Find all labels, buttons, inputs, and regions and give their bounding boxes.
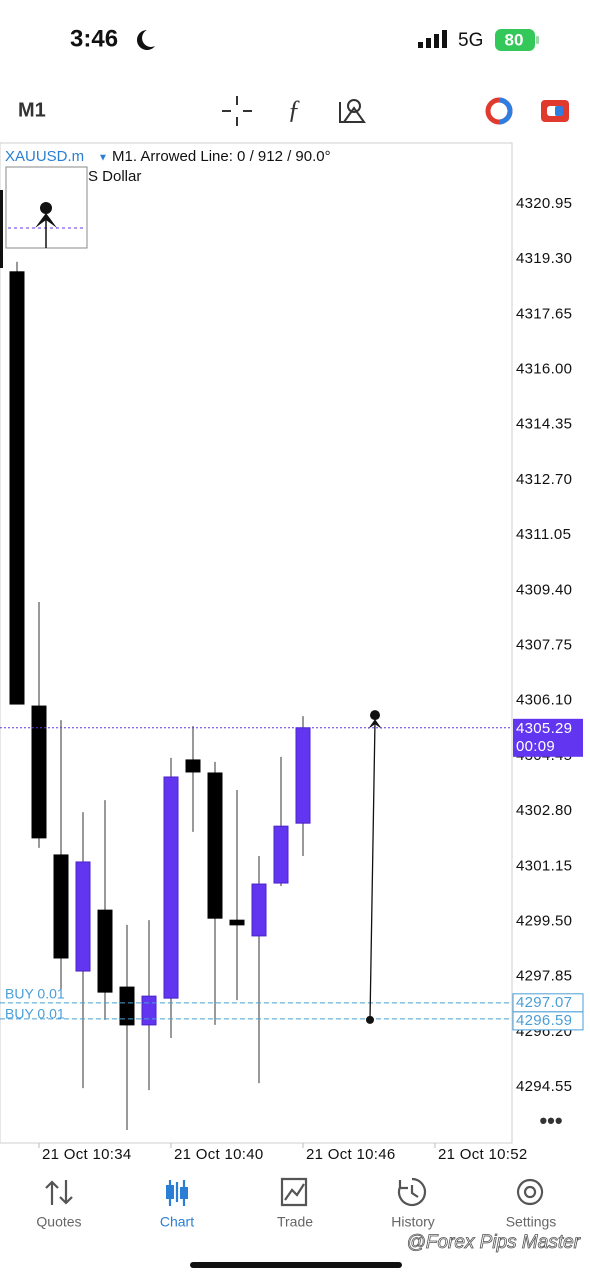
- crosshair-button[interactable]: [222, 96, 252, 126]
- candle-body: [53, 854, 69, 959]
- x-tick-label: 21 Oct 10:34: [42, 1146, 132, 1163]
- moon-icon: [137, 30, 155, 51]
- timeframe-button[interactable]: M1: [18, 99, 46, 121]
- x-tick-label: 21 Oct 10:40: [174, 1146, 264, 1163]
- tab-icon: [280, 1177, 308, 1207]
- arrowed-line: [369, 721, 376, 1020]
- plot: BUY 0.01 BUY 0.01: [0, 261, 512, 1130]
- y-tick-label: 4319.30: [516, 250, 572, 267]
- symbol-dropdown[interactable]: ▼: [98, 153, 108, 164]
- network-type: 5G: [458, 30, 483, 51]
- home-indicator: [190, 1262, 402, 1268]
- candle-body: [119, 986, 135, 1026]
- y-tick-label: 4317.65: [516, 305, 572, 322]
- y-tick-label: 4320.95: [516, 195, 572, 212]
- candle-body: [207, 772, 223, 919]
- candle-body: [75, 861, 91, 972]
- battery-tip: [536, 36, 539, 44]
- tab-label[interactable]: History: [391, 1214, 435, 1230]
- x-tick-label: 21 Oct 10:52: [438, 1146, 528, 1163]
- battery: [495, 29, 535, 51]
- magnifier-arrow: [35, 202, 57, 248]
- candle-body: [141, 995, 157, 1026]
- battery-level: 80: [505, 30, 524, 49]
- candle-body: [251, 883, 267, 937]
- x-tick-label: 21 Oct 10:46: [306, 1146, 396, 1163]
- y-tick-label: 4306.10: [516, 692, 572, 709]
- arrowed-line-start: [366, 1015, 374, 1024]
- status-time: 3:46: [70, 25, 118, 52]
- tab-label[interactable]: Settings: [506, 1214, 557, 1230]
- chart-subtitle: S Dollar: [88, 168, 141, 185]
- candle-body: [295, 727, 311, 824]
- bid-countdown: 00:09: [516, 738, 555, 755]
- order-label: BUY 0.01: [5, 1006, 65, 1022]
- tab-icon: [166, 1185, 174, 1199]
- y-tick-label: 4302.80: [516, 802, 572, 819]
- arrowed-line-head: [370, 710, 380, 721]
- candle-body: [97, 909, 113, 993]
- candle-body: [9, 271, 25, 705]
- edge-candle: [0, 190, 3, 268]
- candle-body: [229, 919, 245, 926]
- signal-icon: [418, 30, 447, 48]
- indicators-button[interactable]: ƒ: [288, 95, 301, 124]
- y-tick-label: 4294.55: [516, 1078, 572, 1095]
- order-price: 4296.59: [516, 1012, 572, 1029]
- candle-body: [31, 705, 47, 839]
- more-button[interactable]: •••: [539, 1108, 562, 1133]
- tab-label[interactable]: Trade: [277, 1214, 313, 1230]
- y-tick-label: 4312.70: [516, 471, 572, 488]
- tab-icon: [45, 1180, 73, 1205]
- y-tick-label: 4299.50: [516, 912, 572, 929]
- trade-button[interactable]: [485, 97, 513, 125]
- order-label: BUY 0.01: [5, 986, 65, 1002]
- arrowed-line-arrow: [368, 719, 382, 730]
- y-tick-label: 4307.75: [516, 636, 572, 653]
- order-price: 4297.07: [516, 994, 572, 1011]
- y-tick-label: 4297.85: [516, 968, 572, 985]
- y-tick-label: 4311.05: [516, 526, 571, 543]
- bid-tag: [513, 718, 583, 757]
- y-tick-label: 4309.40: [516, 581, 572, 598]
- tab-icon: [180, 1187, 188, 1199]
- order-price-tag: [512, 1011, 584, 1031]
- symbol[interactable]: XAUUSD.m: [5, 148, 84, 165]
- candle-body: [163, 776, 179, 999]
- tab-label[interactable]: Chart: [160, 1214, 194, 1230]
- bid-price: 4305.29: [516, 720, 572, 737]
- one-click-button[interactable]: [541, 100, 569, 122]
- chart-header: M1. Arrowed Line: 0 / 912 / 90.0°: [112, 148, 331, 165]
- y-tick-label: 4301.15: [516, 857, 572, 874]
- tab-bar: Quotes Chart Trade History Settings: [36, 1177, 557, 1230]
- y-tick-label: 4316.00: [516, 360, 572, 377]
- candle-body: [273, 825, 289, 884]
- y-tick-label: 4314.35: [516, 416, 572, 433]
- candle-body: [185, 759, 201, 773]
- watermark: @Forex Pips Master: [407, 1232, 581, 1253]
- tab-icon: [516, 1178, 544, 1206]
- tab-label[interactable]: Quotes: [36, 1214, 81, 1230]
- objects-button[interactable]: [339, 99, 366, 123]
- chart-area[interactable]: [0, 142, 513, 1144]
- tab-icon: [397, 1177, 427, 1207]
